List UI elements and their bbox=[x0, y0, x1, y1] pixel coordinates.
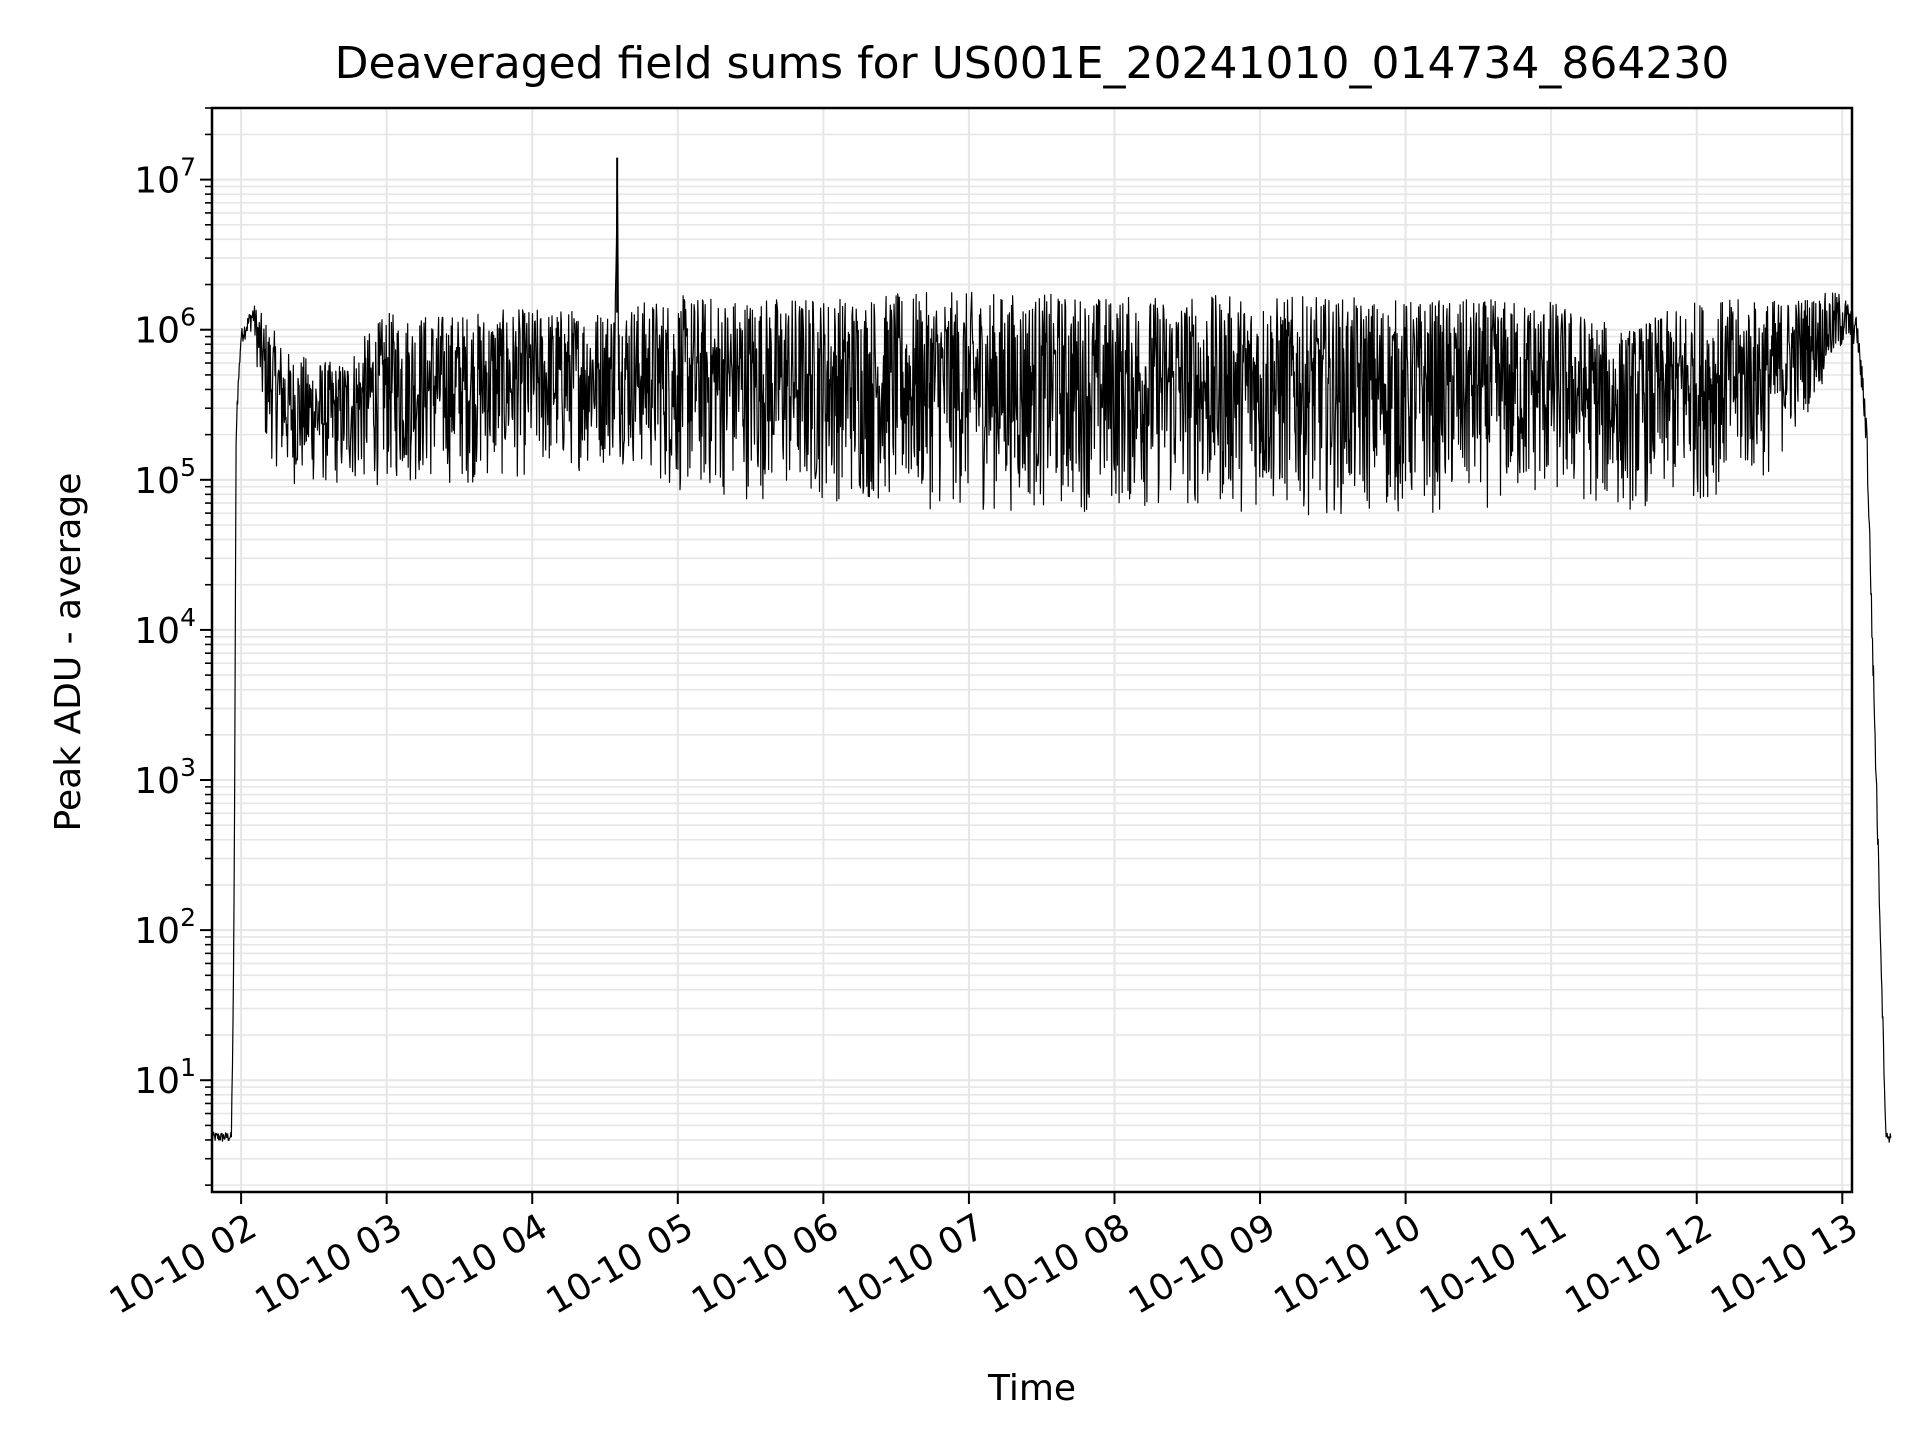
y-tick-label: 101 bbox=[134, 1053, 196, 1102]
plot-frame bbox=[210, 106, 1854, 1194]
chart-title: Deaveraged field sums for US001E_2024101… bbox=[335, 38, 1730, 89]
x-axis-label: Time bbox=[987, 1368, 1076, 1409]
plot-data-area bbox=[211, 157, 1892, 1143]
y-tick-label: 103 bbox=[134, 753, 196, 802]
y-tick-label: 106 bbox=[134, 303, 196, 352]
series-line bbox=[211, 194, 1892, 1143]
y-axis-label: Peak ADU - average bbox=[48, 473, 89, 832]
